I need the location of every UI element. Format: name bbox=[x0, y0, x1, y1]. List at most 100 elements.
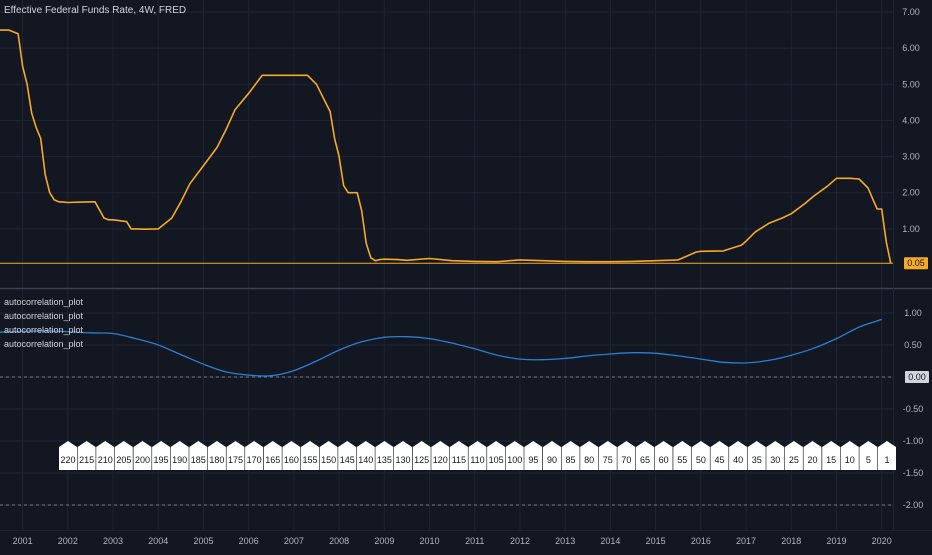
lag-label-flag[interactable] bbox=[133, 441, 152, 470]
lag-label-text: 35 bbox=[752, 455, 762, 465]
legend-item[interactable]: autocorrelation_plot bbox=[4, 325, 84, 335]
lag-label-text: 60 bbox=[659, 455, 669, 465]
fed-funds-rate-line[interactable] bbox=[0, 29, 892, 264]
lag-label-text: 90 bbox=[547, 455, 557, 465]
lag-label-text: 5 bbox=[866, 455, 871, 465]
legend-item[interactable]: autocorrelation_plot bbox=[4, 311, 84, 321]
lag-label-flag[interactable] bbox=[114, 441, 133, 470]
lag-label-flag[interactable] bbox=[468, 441, 487, 470]
lag-label-flag[interactable] bbox=[803, 441, 822, 470]
lag-label-flag[interactable] bbox=[77, 441, 96, 470]
time-axis-tick-label: 2017 bbox=[736, 536, 756, 546]
lag-label-flag[interactable] bbox=[263, 441, 282, 470]
lag-label-flag[interactable] bbox=[524, 441, 543, 470]
lag-label-flag[interactable] bbox=[673, 441, 692, 470]
lag-label-text: 40 bbox=[733, 455, 743, 465]
lag-label-flag[interactable] bbox=[245, 441, 264, 470]
lag-label-flag[interactable] bbox=[59, 441, 77, 470]
lag-label-flag[interactable] bbox=[207, 441, 226, 470]
price-axis-tick-label: 7.00 bbox=[902, 7, 920, 17]
lag-label-flag[interactable] bbox=[617, 441, 636, 470]
lag-label-flag[interactable] bbox=[170, 441, 189, 470]
lag-label-text: 220 bbox=[60, 455, 75, 465]
lag-label-text: 125 bbox=[414, 455, 429, 465]
lag-label-flag[interactable] bbox=[282, 441, 301, 470]
lag-label-flag[interactable] bbox=[580, 441, 599, 470]
lag-label-flag[interactable] bbox=[412, 441, 431, 470]
lag-label-flag[interactable] bbox=[189, 441, 208, 470]
lag-label-flag[interactable] bbox=[487, 441, 506, 470]
lag-label-flag[interactable] bbox=[96, 441, 115, 470]
zero-level-text: 0.00 bbox=[908, 372, 926, 382]
lag-label-flag[interactable] bbox=[840, 441, 859, 470]
time-axis-tick-label: 2009 bbox=[374, 536, 394, 546]
lag-label-text: 215 bbox=[79, 455, 94, 465]
lag-label-flag[interactable] bbox=[878, 441, 896, 470]
lag-label-text: 20 bbox=[808, 455, 818, 465]
lag-label-text: 15 bbox=[826, 455, 836, 465]
price-axis-tick-label: 0.50 bbox=[904, 340, 922, 350]
lag-label-text: 1 bbox=[884, 455, 889, 465]
lag-label-flag[interactable] bbox=[505, 441, 524, 470]
time-axis-tick-label: 2007 bbox=[284, 536, 304, 546]
time-axis-tick-label: 2016 bbox=[691, 536, 711, 546]
lag-label-text: 55 bbox=[677, 455, 687, 465]
time-axis-tick-label: 2003 bbox=[103, 536, 123, 546]
lag-label-text: 175 bbox=[228, 455, 243, 465]
zero-level-tag[interactable] bbox=[905, 371, 929, 383]
legend-item[interactable]: autocorrelation_plot bbox=[4, 297, 84, 307]
lag-label-flag[interactable] bbox=[747, 441, 766, 470]
time-axis-tick-label: 2018 bbox=[781, 536, 801, 546]
lag-label-flag[interactable] bbox=[710, 441, 729, 470]
time-axis-tick-label: 2019 bbox=[826, 536, 846, 546]
lag-label-flag[interactable] bbox=[431, 441, 450, 470]
lag-label-flag[interactable] bbox=[598, 441, 617, 470]
lag-label-text: 180 bbox=[209, 455, 224, 465]
lag-label-text: 210 bbox=[98, 455, 113, 465]
lag-label-text: 190 bbox=[172, 455, 187, 465]
lag-label-flag[interactable] bbox=[375, 441, 394, 470]
lag-label-flag[interactable] bbox=[766, 441, 785, 470]
lag-label-flag[interactable] bbox=[691, 441, 710, 470]
lag-label-flag[interactable] bbox=[822, 441, 841, 470]
lag-label-flag[interactable] bbox=[729, 441, 748, 470]
lag-label-flag[interactable] bbox=[654, 441, 673, 470]
lag-label-flag[interactable] bbox=[226, 441, 245, 470]
lag-label-text: 165 bbox=[265, 455, 280, 465]
price-axis-tick-label: 4.00 bbox=[902, 115, 920, 125]
lag-label-text: 25 bbox=[789, 455, 799, 465]
lag-label-flag[interactable] bbox=[784, 441, 803, 470]
price-axis-tick-label: 3.00 bbox=[902, 152, 920, 162]
lag-label-flag[interactable] bbox=[301, 441, 319, 470]
last-value-tag[interactable] bbox=[904, 257, 928, 270]
lag-label-flag[interactable] bbox=[449, 441, 468, 470]
lag-label-text: 75 bbox=[603, 455, 613, 465]
price-axis-tick-label: 6.00 bbox=[902, 43, 920, 53]
autocorrelation-line[interactable] bbox=[0, 318, 882, 377]
lag-label-flag[interactable] bbox=[152, 441, 171, 470]
lag-label-text: 110 bbox=[470, 455, 484, 465]
lag-label-flag[interactable] bbox=[859, 441, 878, 470]
lag-label-text: 130 bbox=[396, 455, 411, 465]
lag-label-flag[interactable] bbox=[356, 441, 375, 470]
lag-label-flag[interactable] bbox=[338, 441, 357, 470]
lag-label-flag[interactable] bbox=[543, 441, 561, 470]
lag-label-text: 185 bbox=[191, 455, 206, 465]
lag-label-text: 155 bbox=[302, 455, 317, 465]
lag-label-flag[interactable] bbox=[394, 441, 412, 470]
legend-item[interactable]: autocorrelation_plot bbox=[4, 339, 84, 349]
lag-label-text: 160 bbox=[284, 455, 299, 465]
lag-label-flag[interactable] bbox=[636, 441, 654, 470]
price-axis-tick-label: 1.00 bbox=[904, 308, 922, 318]
time-axis-tick-label: 2013 bbox=[555, 536, 575, 546]
lag-label-text: 120 bbox=[433, 455, 448, 465]
lag-label-flag[interactable] bbox=[319, 441, 338, 470]
time-axis-tick-label: 2008 bbox=[329, 536, 349, 546]
lag-label-flag[interactable] bbox=[561, 441, 580, 470]
price-axis-tick-label: -2.00 bbox=[903, 500, 924, 510]
price-axis-tick-label: 1.00 bbox=[902, 224, 920, 234]
lag-label-text: 80 bbox=[584, 455, 594, 465]
lag-label-text: 195 bbox=[154, 455, 169, 465]
